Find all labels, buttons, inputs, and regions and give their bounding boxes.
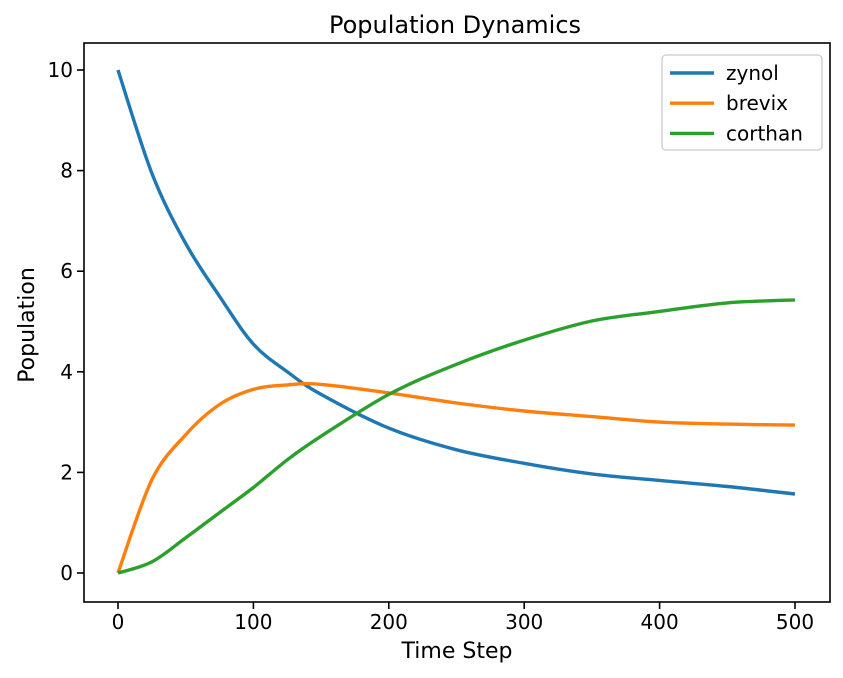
ticks-layer: 0 100 200 300 400 500 0 2 4 6 8 10 <box>48 58 815 634</box>
y-tick-label: 8 <box>60 159 73 183</box>
x-tick-label: 400 <box>641 610 679 634</box>
x-tick-label: 0 <box>112 610 125 634</box>
series-line-corthan <box>117 298 796 575</box>
series-layer <box>116 69 796 575</box>
legend-label-brevix: brevix <box>726 91 788 115</box>
legend: zynol brevix corthan <box>661 54 823 151</box>
x-tick-label: 100 <box>234 610 272 634</box>
y-tick-label: 2 <box>60 460 73 484</box>
chart-title: Population Dynamics <box>329 11 581 39</box>
x-tick-label: 500 <box>776 610 814 634</box>
plot-border <box>83 42 831 603</box>
series-line-zynol <box>116 69 796 496</box>
y-axis-label: Population <box>15 267 40 383</box>
x-tick-label: 300 <box>505 610 543 634</box>
series-line-brevix <box>116 382 796 574</box>
legend-label-corthan: corthan <box>726 121 803 145</box>
y-tick-label: 10 <box>48 58 73 82</box>
legend-label-zynol: zynol <box>726 61 779 85</box>
y-tick-label: 0 <box>60 561 73 585</box>
x-tick-label: 200 <box>370 610 408 634</box>
x-axis-label: Time Step <box>401 639 513 664</box>
legend-box <box>661 54 823 151</box>
y-tick-label: 4 <box>60 360 73 384</box>
y-tick-label: 6 <box>60 259 73 283</box>
